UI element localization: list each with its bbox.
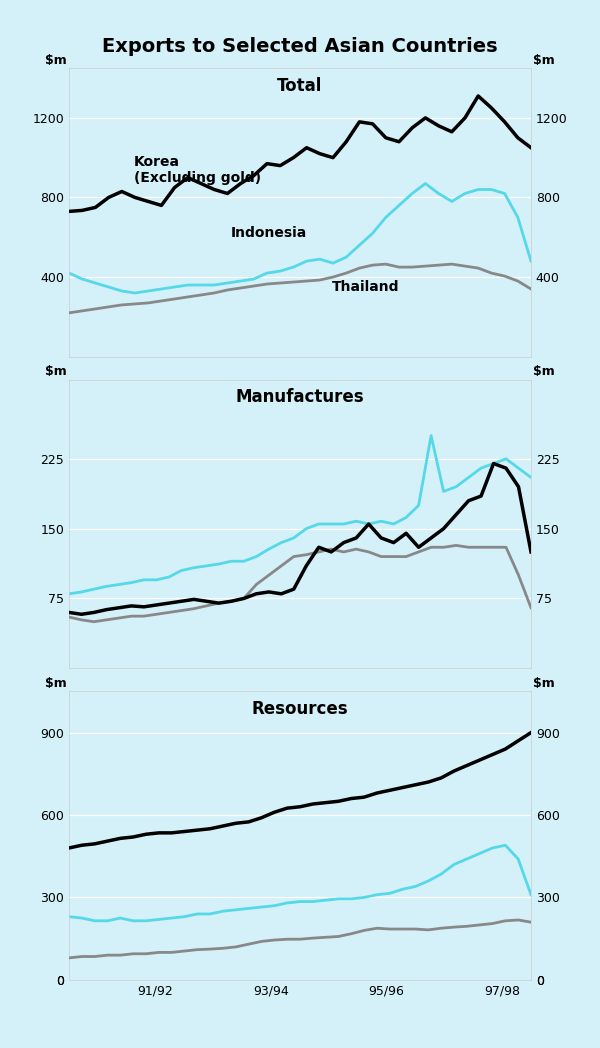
Text: $m: $m [45, 366, 67, 378]
Text: Exports to Selected Asian Countries: Exports to Selected Asian Countries [102, 37, 498, 56]
Text: $m: $m [533, 366, 555, 378]
Text: Indonesia: Indonesia [230, 225, 307, 240]
Text: Resources: Resources [251, 700, 349, 718]
Text: Manufactures: Manufactures [236, 389, 364, 407]
Text: Thailand: Thailand [332, 281, 400, 294]
Text: $m: $m [45, 677, 67, 690]
Text: $m: $m [533, 677, 555, 690]
Text: $m: $m [533, 53, 555, 67]
Text: Korea
(Excluding gold): Korea (Excluding gold) [134, 155, 261, 184]
Text: Total: Total [277, 77, 323, 94]
Text: $m: $m [45, 53, 67, 67]
